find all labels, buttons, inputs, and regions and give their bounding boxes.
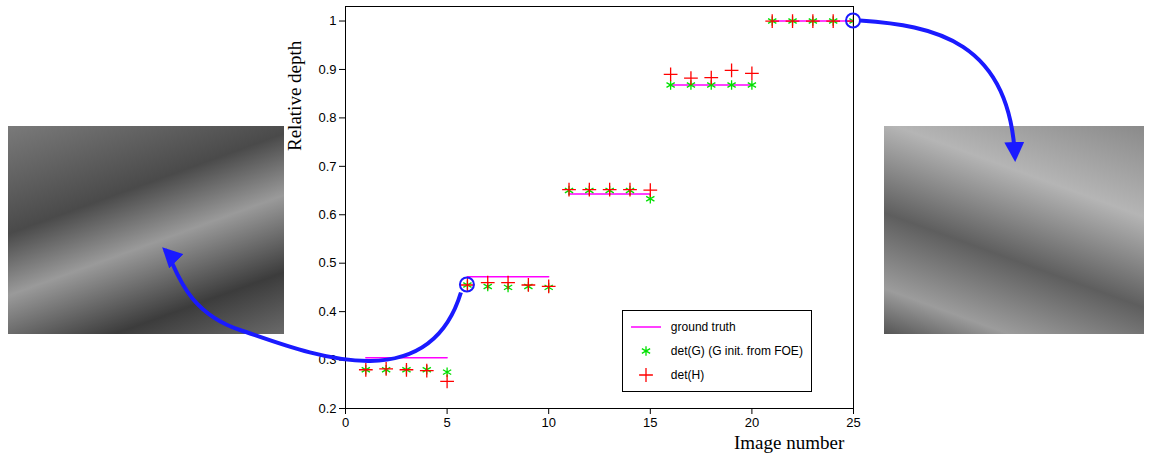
html-text:det(G) (G init. from FOE): det(G) (G init. from FOE) bbox=[670, 344, 803, 358]
svg-text:0: 0 bbox=[342, 415, 349, 430]
svg-text:15: 15 bbox=[643, 415, 657, 430]
svg-text:0.5: 0.5 bbox=[318, 255, 336, 270]
html-text:Image number: Image number bbox=[734, 432, 845, 453]
svg-text:5: 5 bbox=[443, 415, 450, 430]
html-text:det(H): det(H) bbox=[670, 368, 705, 382]
svg-text:0.2: 0.2 bbox=[318, 401, 336, 416]
svg-text:0.6: 0.6 bbox=[318, 207, 336, 222]
svg-text:20: 20 bbox=[745, 415, 759, 430]
svg-text:0.3: 0.3 bbox=[318, 352, 336, 367]
svg-text:0.7: 0.7 bbox=[318, 158, 336, 173]
svg-text:0.8: 0.8 bbox=[318, 110, 336, 125]
svg-text:25: 25 bbox=[846, 415, 860, 430]
svg-text:1: 1 bbox=[329, 13, 336, 28]
svg-text:0.4: 0.4 bbox=[318, 304, 336, 319]
svg-text:10: 10 bbox=[541, 415, 555, 430]
html-text:ground truth: ground truth bbox=[670, 320, 736, 334]
svg-text:0.9: 0.9 bbox=[318, 62, 336, 77]
html-text:Relative depth: Relative depth bbox=[284, 40, 305, 151]
